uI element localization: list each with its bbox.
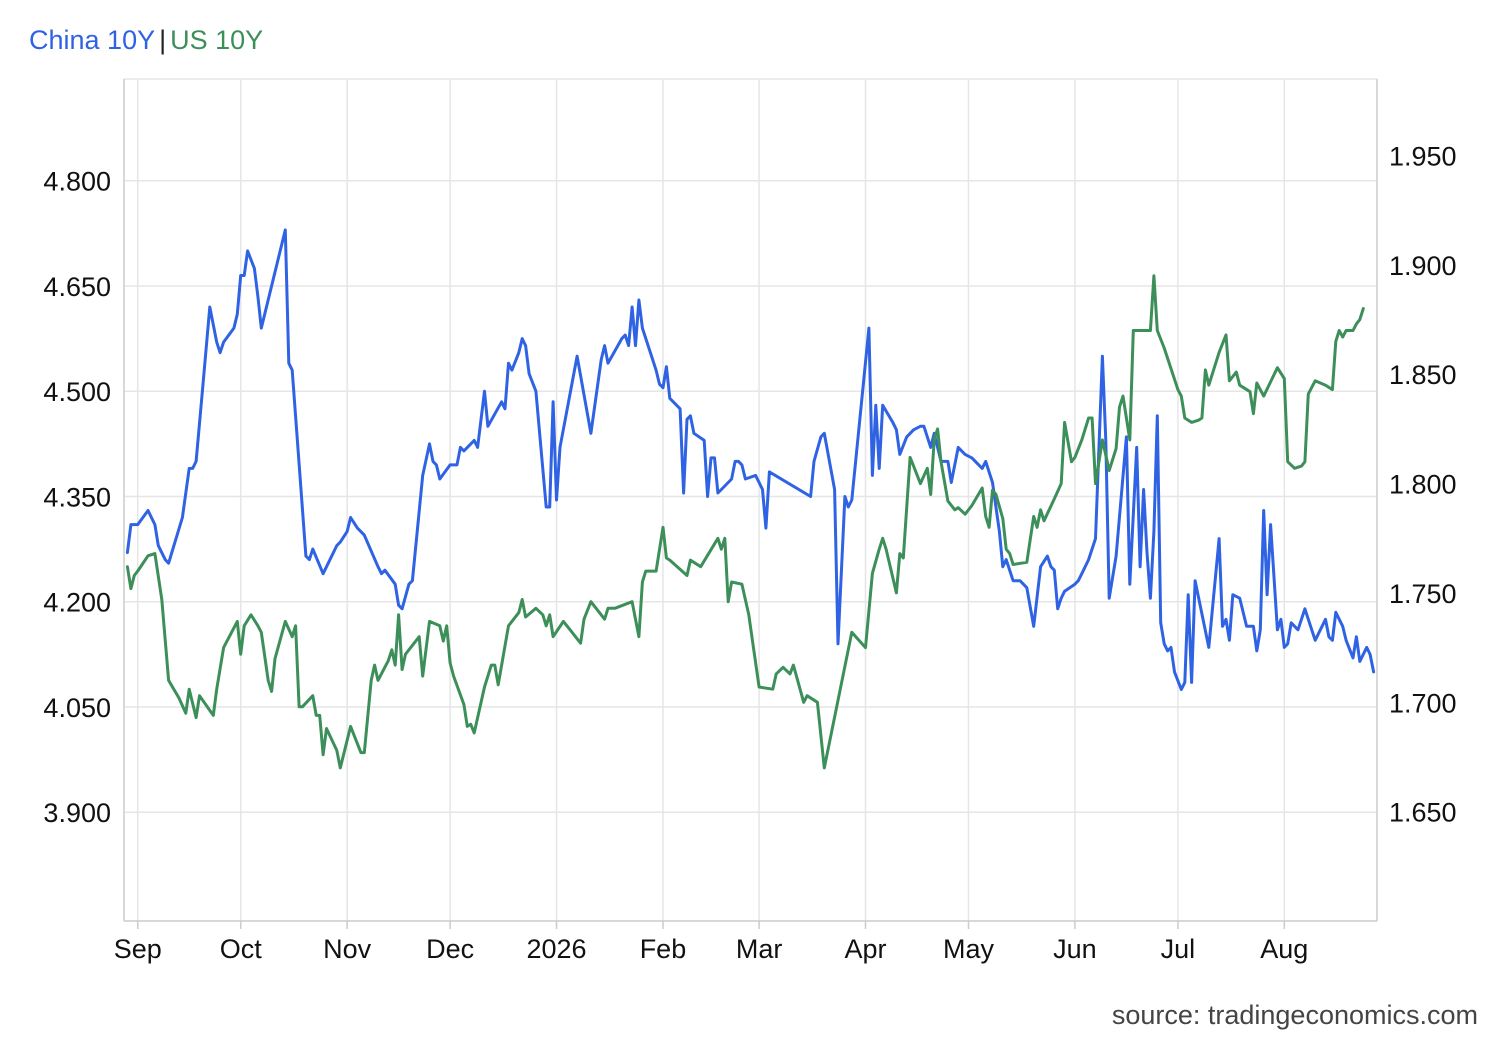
legend-china-10y[interactable]: China 10Y	[29, 25, 156, 55]
x-tick-label: Apr	[844, 934, 886, 964]
left-tick-label: 4.500	[43, 377, 111, 407]
right-tick-label: 1.800	[1389, 470, 1457, 500]
right-tick-label: 1.750	[1389, 579, 1457, 609]
series-line-china-10y[interactable]	[125, 228, 1376, 691]
grid-lines	[124, 79, 1377, 921]
right-axis-ticks: 1.650 1.700 1.750 1.800 1.850 1.900 1.950	[1389, 142, 1457, 828]
right-tick-label: 1.950	[1389, 142, 1457, 172]
source-credit: source: tradingeconomics.com	[1111, 1000, 1478, 1030]
x-tick-label: May	[943, 934, 995, 964]
right-tick-label: 1.650	[1389, 798, 1457, 828]
left-tick-label: 4.350	[43, 482, 111, 512]
legend-separator: |	[159, 25, 167, 55]
left-tick-label: 4.050	[43, 693, 111, 723]
x-tick-label: 2026	[527, 934, 587, 964]
axis-lines	[123, 78, 1378, 922]
x-tick-label: Feb	[640, 934, 687, 964]
x-tick-label: Sep	[114, 934, 162, 964]
left-tick-label: 4.200	[43, 588, 111, 618]
chart-legend: China 10Y | US 10Y	[29, 22, 263, 58]
right-tick-label: 1.900	[1389, 251, 1457, 281]
left-tick-label: 4.650	[43, 272, 111, 302]
x-tick-label: Dec	[426, 934, 474, 964]
left-axis-ticks: 3.900 4.050 4.200 4.350 4.500 4.650 4.800	[43, 167, 111, 828]
x-tick-label: Aug	[1260, 934, 1308, 964]
series-line-us-10y[interactable]	[125, 274, 1365, 770]
x-tick-label: Jun	[1053, 934, 1097, 964]
x-tick-label: Nov	[323, 934, 372, 964]
series-lines	[125, 228, 1376, 770]
legend-us-10y[interactable]: US 10Y	[170, 25, 264, 55]
x-axis-ticks: Sep Oct Nov Dec 2026 Feb Mar Apr May Jun Jul Aug	[114, 921, 1308, 964]
x-tick-label: Jul	[1161, 934, 1196, 964]
x-tick-label: Oct	[220, 934, 263, 964]
left-tick-label: 3.900	[43, 798, 111, 828]
right-tick-label: 1.850	[1389, 360, 1457, 390]
x-tick-label: Mar	[736, 934, 783, 964]
left-tick-label: 4.800	[43, 167, 111, 197]
right-tick-label: 1.700	[1389, 688, 1457, 718]
